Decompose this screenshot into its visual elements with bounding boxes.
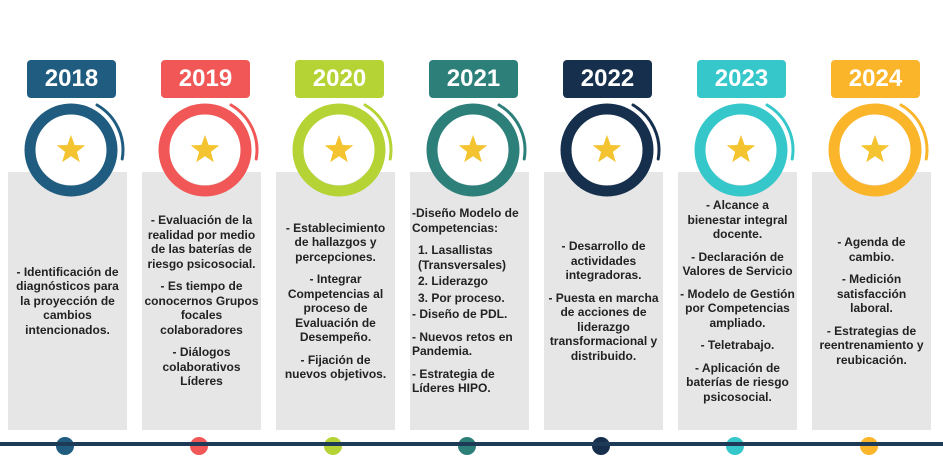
- timeline-dot: [592, 437, 610, 455]
- milestone-text-line: - Nuevos retos en Pandemia.: [412, 329, 513, 359]
- emblem-arc: [765, 103, 795, 161]
- star-icon: [458, 135, 488, 163]
- milestone-2023: - Alcance a bienestar integral docente. -…: [674, 0, 808, 473]
- star-icon: [592, 135, 622, 163]
- milestone-text-line: - Declaración de Valores de Servicio: [682, 249, 793, 279]
- milestone-text-line: - Integrar Competencias al proceso de Ev…: [287, 272, 384, 344]
- emblem-arc: [95, 103, 125, 161]
- star-icon: [190, 135, 220, 163]
- milestone-text-line: 2. Liderazgo: [418, 274, 489, 289]
- star-emblem: [828, 103, 929, 197]
- year-badge: 2019: [161, 60, 250, 98]
- milestone-card: - Establecimiento de hallazgos y percepc…: [276, 172, 395, 430]
- timeline-dot: [56, 437, 74, 455]
- year-badge: 2020: [295, 60, 384, 98]
- emblem-ring: [560, 103, 654, 197]
- emblem-arc: [363, 103, 393, 161]
- milestone-text: -Diseño Modelo de Competencias: 1. Lasall…: [410, 206, 529, 396]
- milestone-text-line: -Diseño Modelo de Competencias:: [412, 206, 519, 235]
- star-icon: [860, 135, 890, 163]
- timeline-axis: [0, 442, 943, 446]
- timeline-dot: [726, 437, 744, 455]
- milestone-text-line: - Identificación de diagnósticos para la…: [16, 264, 119, 337]
- star-icon: [726, 135, 756, 163]
- emblem-ring: [24, 103, 118, 197]
- timeline-dot: [190, 437, 208, 455]
- milestone-text-line: - Estrategias de reentrenamiento y reubi…: [819, 323, 924, 367]
- year-badge: 2022: [563, 60, 652, 98]
- emblem-arc: [229, 103, 259, 161]
- star-icon: [56, 135, 86, 163]
- milestone-card: - Alcance a bienestar integral docente. -…: [678, 172, 797, 430]
- year-badge: 2023: [697, 60, 786, 98]
- milestone-2022: - Desarrollo de actividades integradoras…: [540, 0, 674, 473]
- timeline-dot: [458, 437, 476, 455]
- milestone-2019: - Evaluación de la realidad por medio de…: [138, 0, 272, 473]
- milestone-text-line: - Teletrabajo.: [700, 338, 775, 352]
- star-emblem: [694, 103, 795, 197]
- star-emblem: [292, 103, 393, 197]
- milestone-2020: - Establecimiento de hallazgos y percepc…: [272, 0, 406, 473]
- year-badge: 2021: [429, 60, 518, 98]
- milestone-card: - Desarrollo de actividades integradoras…: [544, 172, 663, 430]
- year-badge: 2024: [831, 60, 920, 98]
- milestone-text-line: - Desarrollo de actividades integradoras…: [561, 239, 646, 282]
- emblem-ring: [158, 103, 252, 197]
- star-emblem: [426, 103, 527, 197]
- milestone-text-line: - Medición satisfacción laboral.: [836, 272, 907, 315]
- milestone-text-line: - Evaluación de la realidad por medio de…: [147, 213, 256, 271]
- milestone-text-line: - Diálogos colaborativos Líderes: [162, 345, 241, 389]
- milestone-card: - Identificación de diagnósticos para la…: [8, 172, 127, 430]
- milestone-text: - Establecimiento de hallazgos y percepc…: [276, 221, 395, 382]
- star-icon: [324, 135, 354, 163]
- star-emblem: [158, 103, 259, 197]
- milestone-card: - Agenda de cambio. - Medición satisfacci…: [812, 172, 931, 430]
- milestone-text: - Identificación de diagnósticos para la…: [8, 265, 127, 338]
- year-badge: 2018: [27, 60, 116, 98]
- milestone-2018: - Identificación de diagnósticos para la…: [4, 0, 138, 473]
- milestone-text-line: - Aplicación de baterías de riesgo psico…: [686, 360, 789, 404]
- milestone-text-line: 1. Lasallistas (Transversales): [418, 243, 507, 272]
- milestone-text: - Evaluación de la realidad por medio de…: [142, 213, 261, 389]
- milestone-card: -Diseño Modelo de Competencias: 1. Lasall…: [410, 172, 529, 430]
- emblem-arc: [497, 103, 527, 161]
- star-emblem: [24, 103, 125, 197]
- timeline-dot: [324, 437, 342, 455]
- milestone-text-line: - Establecimiento de hallazgos y percepc…: [285, 220, 386, 264]
- milestone-text-line: - Fijación de nuevos objetivos.: [284, 352, 387, 382]
- milestone-text-line: - Diseño de PDL.: [412, 307, 508, 322]
- emblem-ring: [426, 103, 520, 197]
- emblem-arc: [631, 103, 661, 161]
- emblem-ring: [292, 103, 386, 197]
- emblem-arc: [899, 103, 929, 161]
- milestone-text-line: - Estrategia de Líderes HIPO.: [412, 366, 495, 396]
- milestone-text-line: - Es tiempo de conocernos Grupos focales…: [144, 279, 259, 337]
- emblem-ring: [694, 103, 788, 197]
- milestone-card: - Evaluación de la realidad por medio de…: [142, 172, 261, 430]
- milestone-text-line: - Puesta en marcha de acciones de lidera…: [548, 290, 659, 363]
- milestone-text-line: - Alcance a bienestar integral docente.: [687, 198, 788, 241]
- milestone-text-line: 3. Por proceso.: [418, 290, 505, 305]
- milestone-text: - Desarrollo de actividades integradoras…: [544, 239, 663, 363]
- milestone-text-line: - Agenda de cambio.: [837, 235, 906, 264]
- milestone-text-line: - Modelo de Gestión por Competencias amp…: [680, 286, 795, 330]
- timeline-dot: [860, 437, 878, 455]
- milestone-text: - Agenda de cambio. - Medición satisfacci…: [812, 235, 931, 367]
- milestone-2021: -Diseño Modelo de Competencias: 1. Lasall…: [406, 0, 540, 473]
- milestone-text: - Alcance a bienestar integral docente. -…: [678, 198, 797, 404]
- emblem-ring: [828, 103, 922, 197]
- star-emblem: [560, 103, 661, 197]
- milestone-2024: - Agenda de cambio. - Medición satisfacci…: [808, 0, 942, 473]
